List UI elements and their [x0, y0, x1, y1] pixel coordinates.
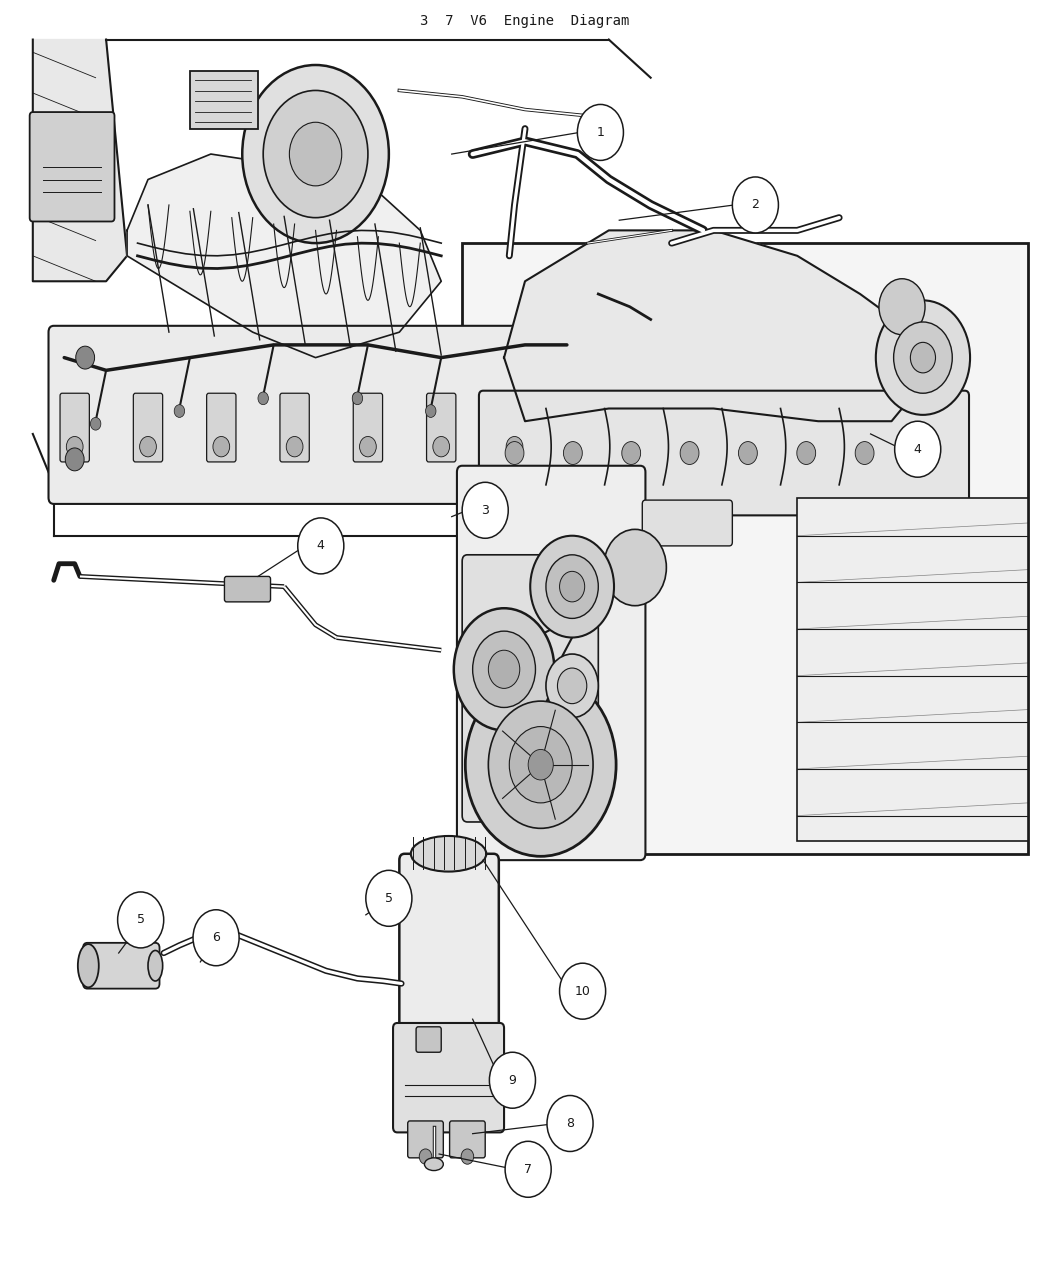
- Ellipse shape: [78, 944, 99, 987]
- Circle shape: [738, 441, 757, 464]
- FancyBboxPatch shape: [479, 390, 969, 515]
- FancyBboxPatch shape: [797, 497, 1028, 842]
- FancyBboxPatch shape: [353, 393, 382, 462]
- Circle shape: [489, 1052, 536, 1108]
- Circle shape: [140, 436, 156, 456]
- Circle shape: [855, 441, 874, 464]
- Text: 10: 10: [574, 984, 590, 997]
- Polygon shape: [33, 40, 127, 282]
- Ellipse shape: [424, 1158, 443, 1170]
- Circle shape: [76, 346, 94, 368]
- Circle shape: [564, 441, 583, 464]
- Circle shape: [914, 441, 932, 464]
- Circle shape: [359, 436, 376, 456]
- Circle shape: [505, 1141, 551, 1197]
- FancyBboxPatch shape: [500, 393, 529, 462]
- Text: 8: 8: [566, 1117, 574, 1130]
- Text: 9: 9: [508, 1074, 517, 1086]
- FancyBboxPatch shape: [207, 393, 236, 462]
- FancyBboxPatch shape: [462, 555, 598, 822]
- FancyBboxPatch shape: [29, 112, 114, 222]
- Text: 4: 4: [914, 442, 922, 455]
- Circle shape: [419, 1149, 432, 1164]
- Circle shape: [546, 654, 598, 718]
- FancyBboxPatch shape: [60, 393, 89, 462]
- Polygon shape: [127, 154, 441, 357]
- Circle shape: [547, 1095, 593, 1151]
- FancyBboxPatch shape: [457, 465, 646, 861]
- Text: 2: 2: [752, 199, 759, 212]
- Circle shape: [879, 279, 925, 335]
- Circle shape: [352, 391, 362, 404]
- FancyBboxPatch shape: [407, 1121, 443, 1158]
- Circle shape: [65, 448, 84, 470]
- Circle shape: [264, 91, 368, 218]
- FancyBboxPatch shape: [399, 854, 499, 1044]
- FancyBboxPatch shape: [643, 500, 732, 546]
- FancyBboxPatch shape: [416, 1026, 441, 1052]
- FancyBboxPatch shape: [48, 326, 604, 504]
- Circle shape: [213, 436, 230, 456]
- Circle shape: [558, 668, 587, 704]
- Circle shape: [287, 436, 303, 456]
- FancyBboxPatch shape: [225, 576, 271, 602]
- Circle shape: [66, 436, 83, 456]
- Circle shape: [433, 436, 449, 456]
- FancyBboxPatch shape: [393, 1023, 504, 1132]
- FancyBboxPatch shape: [280, 393, 310, 462]
- FancyBboxPatch shape: [133, 393, 163, 462]
- Ellipse shape: [411, 836, 486, 872]
- Polygon shape: [504, 231, 923, 421]
- Circle shape: [560, 963, 606, 1019]
- Circle shape: [546, 555, 598, 618]
- Circle shape: [258, 391, 269, 404]
- Circle shape: [876, 301, 970, 414]
- Ellipse shape: [148, 950, 163, 980]
- Circle shape: [528, 750, 553, 780]
- FancyBboxPatch shape: [449, 1121, 485, 1158]
- Circle shape: [797, 441, 816, 464]
- Circle shape: [910, 343, 936, 372]
- Circle shape: [90, 417, 101, 430]
- Circle shape: [578, 105, 624, 161]
- Text: 4: 4: [317, 539, 324, 552]
- Circle shape: [118, 892, 164, 947]
- Circle shape: [560, 571, 585, 602]
- Text: 3: 3: [481, 504, 489, 516]
- Circle shape: [298, 518, 343, 574]
- Text: 5: 5: [385, 891, 393, 905]
- Circle shape: [365, 871, 412, 927]
- Circle shape: [465, 673, 616, 857]
- Circle shape: [732, 177, 778, 233]
- FancyBboxPatch shape: [426, 393, 456, 462]
- Circle shape: [509, 727, 572, 803]
- Circle shape: [530, 536, 614, 638]
- Text: 7: 7: [524, 1163, 532, 1176]
- Circle shape: [895, 421, 941, 477]
- Circle shape: [425, 404, 436, 417]
- Circle shape: [462, 482, 508, 538]
- Circle shape: [461, 1149, 474, 1164]
- Circle shape: [290, 122, 341, 186]
- Circle shape: [193, 910, 239, 965]
- Circle shape: [488, 650, 520, 688]
- Circle shape: [472, 631, 536, 708]
- Text: 5: 5: [136, 913, 145, 927]
- Circle shape: [488, 701, 593, 829]
- FancyBboxPatch shape: [83, 942, 160, 988]
- FancyBboxPatch shape: [462, 244, 1028, 854]
- Text: 3  7  V6  Engine  Diagram: 3 7 V6 Engine Diagram: [420, 14, 630, 28]
- Circle shape: [506, 436, 523, 456]
- Circle shape: [505, 441, 524, 464]
- FancyBboxPatch shape: [190, 71, 258, 129]
- Circle shape: [174, 404, 185, 417]
- Circle shape: [454, 608, 554, 731]
- Circle shape: [243, 65, 388, 244]
- Text: 1: 1: [596, 126, 605, 139]
- Circle shape: [894, 323, 952, 393]
- Circle shape: [680, 441, 699, 464]
- Circle shape: [604, 529, 667, 606]
- Text: 6: 6: [212, 931, 220, 945]
- Circle shape: [622, 441, 640, 464]
